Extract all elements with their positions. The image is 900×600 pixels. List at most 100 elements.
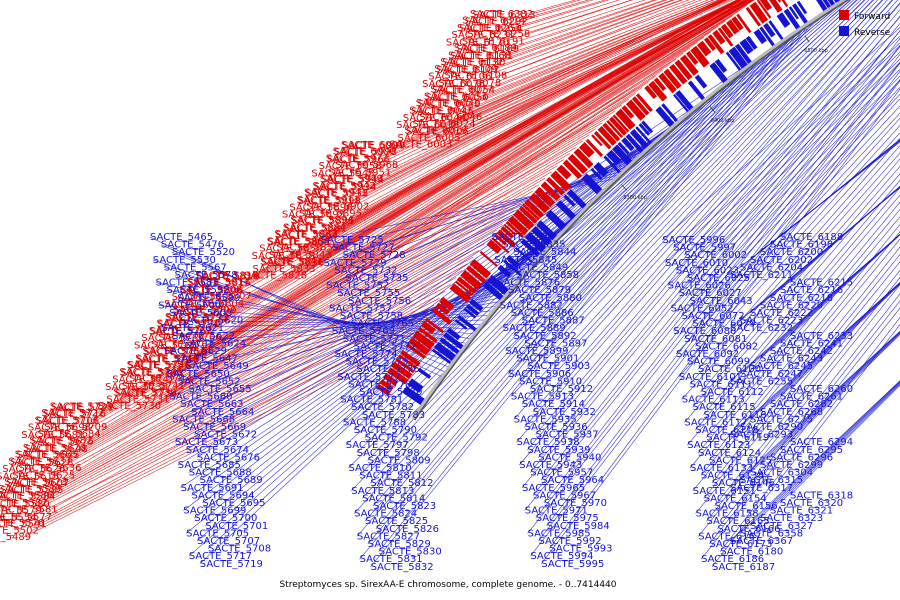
label-connector (513, 0, 894, 420)
forward-gene-arrow (736, 13, 752, 34)
reverse-gene-arrow (497, 264, 512, 278)
reverse-gene-arrow (520, 238, 541, 258)
gene-label: SACTE_6043 (690, 296, 753, 307)
gene-label: SACTE_5903 (527, 361, 590, 372)
reverse-gene-arrow (673, 93, 689, 113)
reverse-gene-arrow (446, 327, 461, 341)
forward-gene-arrow (398, 354, 418, 370)
gene-label: SACTE_5935 (514, 414, 577, 425)
label-connector (161, 319, 487, 329)
gene-label: SACTE_5694 (192, 490, 255, 501)
gene-label: SACTE_5965 (522, 483, 585, 494)
label-connector (177, 69, 663, 387)
gene-label: SACTE_5663 (180, 399, 243, 410)
gene-label: SACTE_6024 (413, 119, 476, 130)
label-connector (769, 282, 900, 405)
reverse-gene-arrow (796, 0, 808, 15)
gene-label: SACTE_6077 (430, 84, 493, 95)
gene-label: SACTE_5941 (304, 188, 367, 199)
reverse-gene-arrow (503, 259, 522, 277)
gene-label: SACTE_5819 (195, 271, 258, 282)
label-connector (176, 58, 677, 374)
label-connector (513, 0, 862, 337)
gene-label: SACTE_6154 (704, 493, 767, 504)
gene-label: SACTE_5812 (370, 478, 433, 489)
gene-label: SACTE_6170 (446, 37, 509, 48)
forward-gene-arrow (658, 72, 677, 94)
gene-label: SACTE_5745 (119, 367, 182, 378)
gene-label: SACTE_5756 (348, 296, 411, 307)
label-connector (510, 0, 854, 314)
gene-label: SACTE_6216 (780, 285, 843, 296)
gene-label: SACTE_6072 (682, 311, 745, 322)
gene-label: SACTE_6003 (389, 139, 452, 150)
label-connector (453, 0, 750, 139)
forward-gene-arrow (454, 280, 474, 297)
gene-label: SACTE_6293 (730, 430, 793, 441)
label-connector (496, 0, 674, 63)
reverse-gene-arrow (728, 46, 748, 69)
gene-label: SACTE_5995 (541, 559, 604, 570)
gene-label: SACTE_5530 (153, 255, 216, 266)
label-connector (105, 104, 623, 407)
gene-label: SACTE_6133 (690, 463, 753, 474)
gene-label: SACTE_6001 (341, 140, 404, 151)
gene-label: SACTE_5583 (156, 278, 219, 289)
gene-label: SACTE_5899 (505, 346, 568, 357)
label-connector (700, 307, 900, 560)
gene-label: SACTE_6078 (438, 78, 501, 89)
tick-mark (621, 184, 628, 191)
gene-label: SACTE_5843 (269, 250, 332, 261)
forward-gene-arrow (500, 225, 514, 239)
forward-gene-arrow (400, 349, 421, 367)
gene-label: SACTE_5755 (337, 288, 400, 299)
gene-label: SACTE_5767 (149, 326, 212, 337)
gene-label: SACTE_5502 (0, 526, 39, 537)
label-connector (494, 0, 709, 84)
gene-label: SACTE_5637 (8, 457, 71, 468)
label-connector (546, 62, 900, 526)
forward-gene-arrow (524, 198, 544, 219)
forward-gene-arrow (663, 68, 682, 90)
legend-forward-label: Forward (854, 12, 890, 22)
label-connector (692, 98, 900, 324)
gene-label: SACTE_5996 (662, 235, 725, 246)
gene-label: SACTE_6299 (760, 460, 823, 471)
gene-label: SACTE_5834 (492, 232, 555, 243)
reverse-gene-arrow (590, 167, 603, 180)
label-connector (475, 0, 743, 118)
label-connector (519, 16, 900, 466)
label-connector (364, 37, 788, 522)
gene-label: SACTE_6294 (790, 437, 853, 448)
forward-gene-arrow (644, 85, 658, 100)
gene-label: SACTE_5887 (522, 316, 585, 327)
gene-label: SACTE_6290 (740, 422, 803, 433)
gene-label: SACTE_6005 (398, 133, 461, 144)
gene-label: SACTE_5622 (172, 331, 235, 342)
label-connector (779, 234, 900, 344)
gene-label: SACTE_5665 (15, 449, 78, 460)
gene-label: SACTE_5578 (175, 270, 238, 281)
gene-label: SACTE_6132 (440, 57, 503, 68)
label-connector (66, 216, 509, 463)
label-connector (346, 0, 750, 221)
gene-label: SACTE_5731 (106, 395, 169, 406)
forward-gene-arrow (674, 59, 693, 81)
gene-label: SACTE_6242 (770, 346, 833, 357)
gene-label: SACTE_6204 (740, 262, 803, 273)
forward-gene-arrow (669, 63, 688, 85)
label-connector (58, 223, 503, 470)
gene-label: SACTE_5829 (368, 539, 431, 550)
label-connector (706, 201, 900, 438)
label-connector (86, 171, 552, 442)
gene-label: SACTE_5773 (166, 313, 229, 324)
label-connector (54, 256, 474, 490)
legend-reverse-swatch (839, 26, 849, 36)
gene-label: SACTE_6315 (740, 475, 803, 486)
gene-label: SACTE_6092 (676, 349, 739, 360)
label-connector (153, 98, 629, 407)
label-connector (714, 269, 900, 507)
label-connector (299, 0, 752, 276)
label-connector (789, 283, 900, 390)
gene-label: SACTE_6125 (709, 455, 772, 466)
